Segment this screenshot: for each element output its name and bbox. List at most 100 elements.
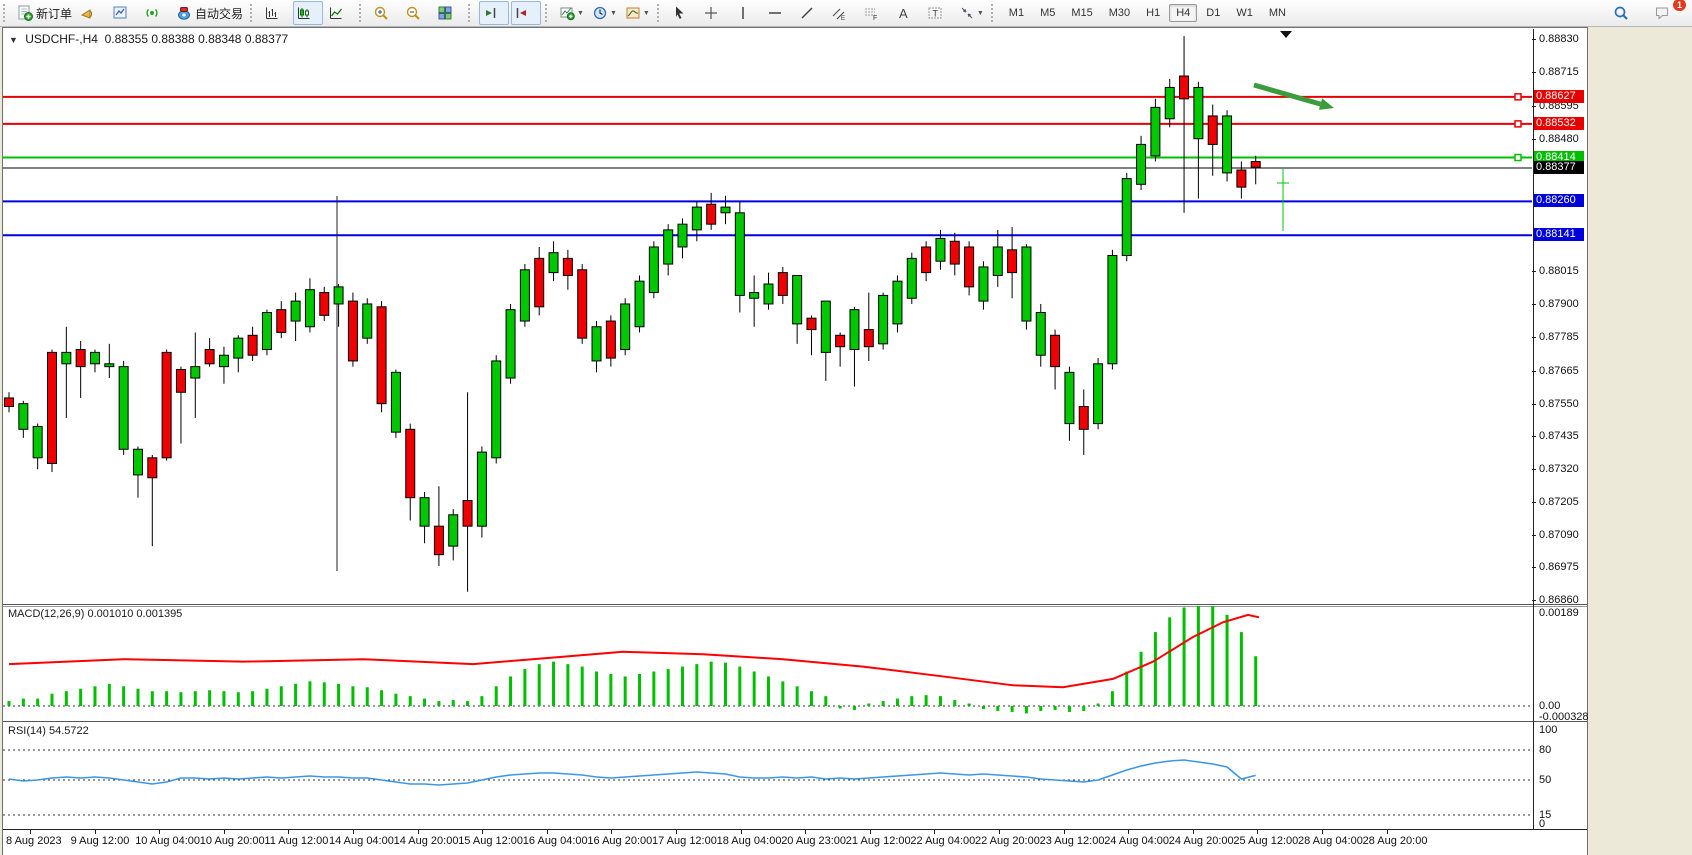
macd-pane[interactable]: MACD(12,26,9) 0.001010 0.001395 [3,606,1533,720]
crosshair-icon [704,7,717,19]
price-tick-label: 0.87435 [1539,430,1579,443]
megaphone-button[interactable] [77,1,107,25]
main-chart-pane[interactable]: ▼ USDCHF-,H4 0.88355 0.88388 0.88348 0.8… [3,29,1533,603]
time-tick [611,830,613,834]
axis-tick [1532,567,1536,569]
zoom-out-button[interactable] [402,1,432,25]
macd-axis-label: -0.000328 [1539,711,1589,723]
candlestick-button[interactable] [293,1,324,25]
chevron-down-icon[interactable]: ▼ [577,9,584,17]
pane-splitter-2[interactable] [3,721,1587,722]
time-label: 28 Aug 20:00 [1362,835,1428,847]
fibonacci-button[interactable]: F [860,1,890,25]
time-axis[interactable]: 8 Aug 2023 9 Aug 12:00 10 Aug 04:00 10 Aug … [3,829,1587,855]
signal-button[interactable] [141,1,171,25]
time-tick [1322,830,1323,834]
timeframe-M5[interactable]: M5 [1040,7,1056,19]
time-label: 14 Aug 20:00 [393,835,459,847]
chevron-down-icon[interactable]: ▼ [976,9,984,17]
arrows-button[interactable]: ▼ [956,1,987,25]
line-price-label: 0.88532 [1534,116,1584,130]
axis-tick [1532,39,1536,40]
line-handle [1514,153,1522,162]
toolbar-grip [3,4,10,22]
price-high: 0.88388 [151,32,195,46]
vertical-line-button[interactable] [732,1,762,25]
chevron-down-icon[interactable]: ▼ [609,9,617,17]
time-tick [805,830,807,834]
auto-trading-button[interactable]: 自动交易 [173,1,246,25]
signal-icon [146,9,158,17]
time-tick [94,830,96,834]
text-button[interactable]: A [892,1,922,25]
price-tick-label: 0.87665 [1539,364,1579,377]
equidistant-channel-button[interactable]: E [828,1,858,25]
indicators-icon [560,7,575,21]
timeframe-MN[interactable]: MN [1268,7,1286,19]
zoom-out-icon [406,6,420,20]
chart-dropdown-icon[interactable]: ▼ [9,35,18,45]
horizontal-line-button[interactable] [764,1,794,25]
templates-button[interactable]: ▼ [622,1,653,25]
time-label: 16 Aug 20:00 [587,835,653,847]
time-label: 15 Aug 12:00 [458,835,524,847]
new-order-button[interactable]: 新订单 [14,1,75,25]
zoom-in-button[interactable] [370,1,400,25]
new-chart-button[interactable] [109,1,139,25]
bar-chart-button[interactable] [261,1,291,25]
axis-tick [1532,271,1536,273]
timeframe-H1[interactable]: H1 [1146,7,1161,19]
tile-windows-button[interactable] [434,1,464,25]
price-open: 0.88355 [104,32,148,46]
search-icon [1614,6,1628,20]
svg-text:F: F [873,15,877,21]
text-label-button[interactable]: T [924,1,954,25]
time-label: 18 Aug 04:00 [716,835,782,847]
time-tick [223,830,225,834]
line-chart-button[interactable] [325,1,355,25]
search-button[interactable] [1610,1,1640,25]
time-tick [1257,830,1259,834]
time-label: 10 Aug 20:00 [199,835,265,847]
chevron-down-icon[interactable]: ▼ [642,9,650,17]
toolbar-group-5: E F A T ▼ [667,0,988,26]
templates-icon [626,7,640,19]
time-label: 23 Aug 12:00 [1039,835,1105,847]
time-tick [676,830,677,834]
time-tick [740,830,742,834]
axis-tick [1532,469,1536,471]
time-label: 22 Aug 04:00 [910,835,976,847]
time-label: 22 Aug 20:00 [975,835,1040,847]
time-label: 8 Aug 2023 [6,835,62,847]
rsi-line [8,759,1256,786]
megaphone-icon [80,9,93,19]
notification-button[interactable]: 1 [1651,0,1687,25]
axis-tick [1532,71,1536,73]
toolbar-group-4: ▼ ▼ ▼ [555,0,654,26]
price-axis[interactable]: 0.88830 0.88715 0.88595 0.88480 0.88015 0.879… [1532,28,1589,854]
cursor-button[interactable] [668,1,698,25]
toolbar: 新订单 自动交易 ▼ ▼ ▼ E F A T ▼ M1 M5 M15 M30 H1 H4 D1 W1 MN 1 [0,0,1692,27]
time-tick [546,830,548,834]
rsi-axis-label: 100 [1539,724,1558,736]
candlestick-icon [298,7,310,19]
timeframe-W1[interactable]: W1 [1236,7,1253,19]
timeframe-M15[interactable]: M15 [1071,7,1093,19]
timeframe-M30[interactable]: M30 [1108,7,1131,19]
periods-button[interactable]: ▼ [589,1,620,25]
timeframe-D1[interactable]: D1 [1206,7,1221,19]
arrows-icon [961,7,973,19]
indicators-button[interactable]: ▼ [556,1,587,25]
trendline-button[interactable] [796,1,826,25]
crosshair-button[interactable] [700,1,730,25]
timeframe-M1[interactable]: M1 [1008,7,1025,19]
chart-shift-button[interactable] [511,1,542,25]
rsi-pane[interactable]: RSI(14) 54.5722 [3,723,1533,829]
timeframe-H4[interactable]: H4 [1169,4,1198,22]
pane-splitter-1[interactable] [3,604,1587,605]
time-tick [934,830,936,834]
rsi-axis-label: 0 [1539,818,1546,830]
horizontal-line-icon [768,12,781,14]
auto-scroll-button[interactable] [479,1,510,25]
time-label: 20 Aug 23:00 [781,835,847,847]
